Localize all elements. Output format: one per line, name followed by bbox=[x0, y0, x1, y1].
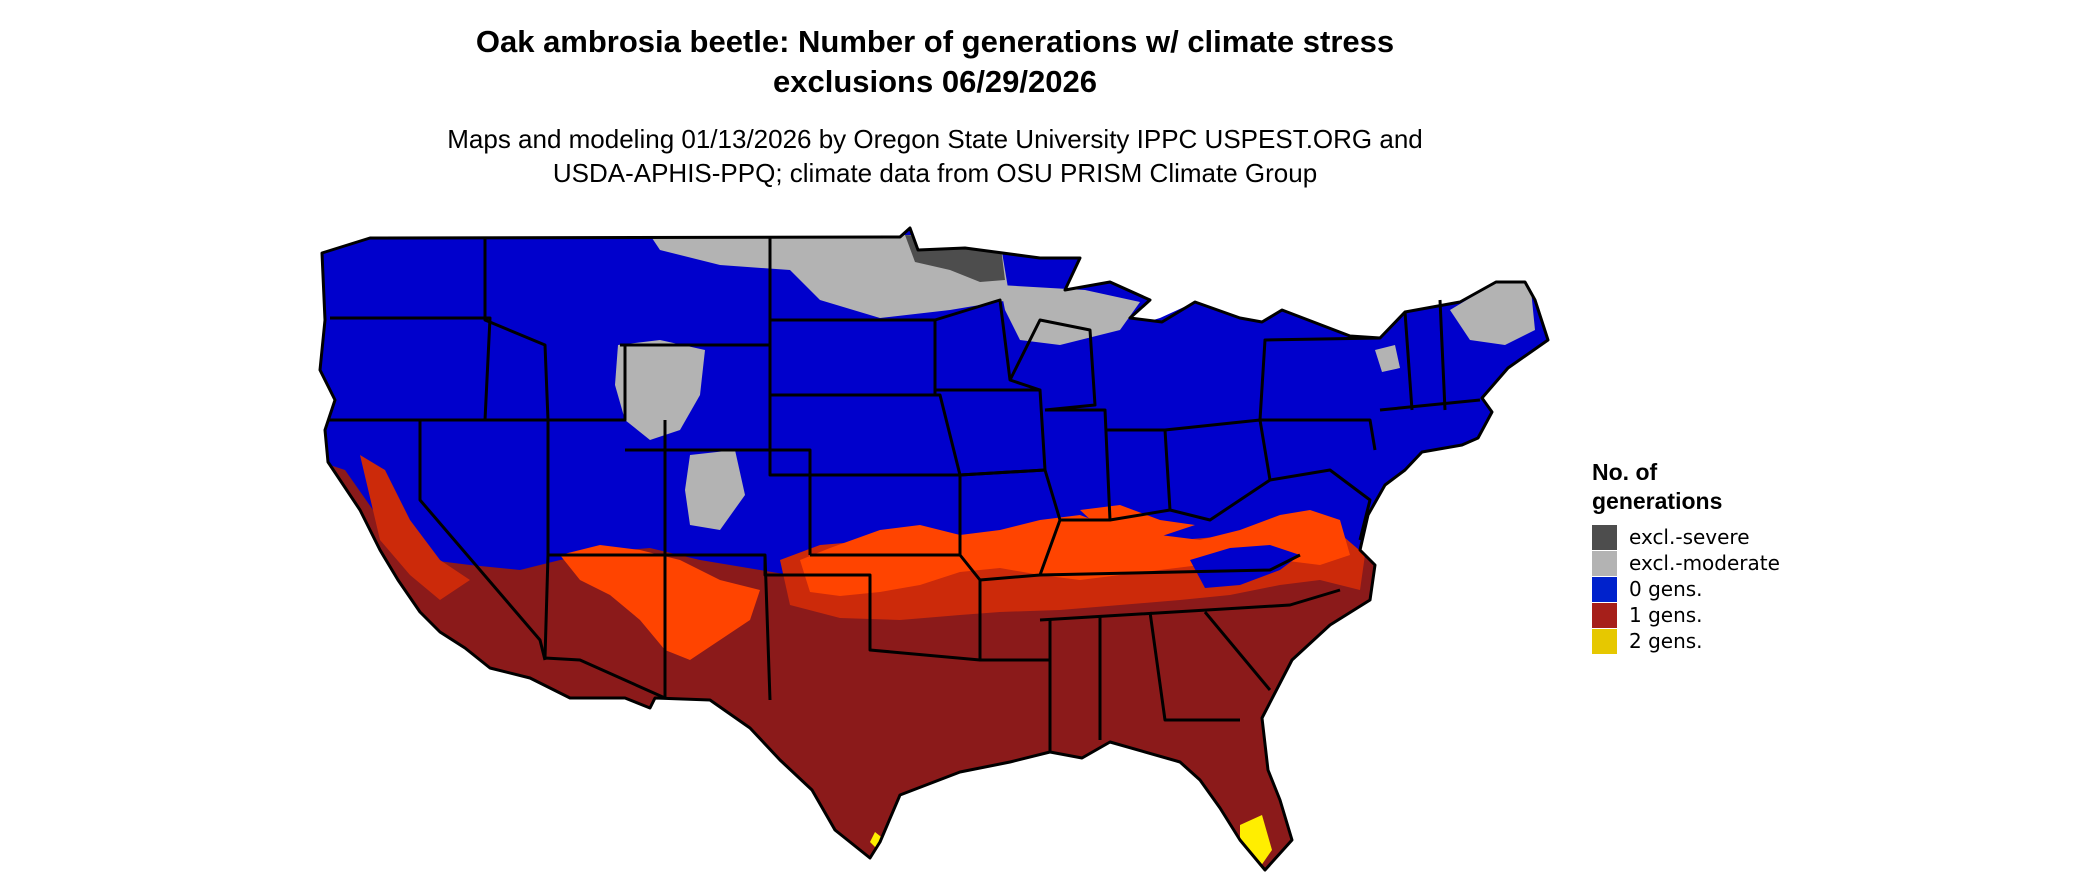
lake-michigan-peninsula bbox=[1120, 302, 1225, 430]
zone-0-gens-appalachia bbox=[1190, 545, 1300, 588]
border-tn-south bbox=[1039, 588, 1341, 622]
border-il bbox=[1045, 408, 1112, 522]
legend-swatch-1-gens bbox=[1592, 602, 1617, 628]
legend-label-excl-severe: excl.-severe bbox=[1629, 525, 1750, 549]
map-subtitle: Maps and modeling 01/13/2026 by Oregon S… bbox=[0, 122, 1870, 190]
us-outline bbox=[318, 226, 1550, 872]
legend-item-2-gens: 2 gens. bbox=[1592, 628, 1780, 654]
border-wa-or bbox=[330, 316, 492, 421]
state-borders bbox=[318, 226, 1550, 872]
border-pa-ny bbox=[1258, 336, 1381, 421]
zone-excl-moderate-wyoming bbox=[615, 340, 705, 440]
border-mn bbox=[934, 298, 1041, 392]
zone-2-gens-tx-tip bbox=[870, 832, 885, 850]
subtitle-line-2: USDA-APHIS-PPQ; climate data from OSU PR… bbox=[552, 158, 1318, 188]
border-in bbox=[1105, 428, 1172, 522]
border-ga-sc bbox=[1203, 611, 1272, 691]
border-wi bbox=[1008, 318, 1097, 412]
subtitle-line-1: Maps and modeling 01/13/2026 by Oregon S… bbox=[447, 124, 1423, 154]
legend-item-excl-severe: excl.-severe bbox=[1592, 524, 1780, 550]
border-ok-tx bbox=[763, 555, 981, 662]
us-generations-map bbox=[318, 226, 1550, 872]
border-co bbox=[665, 448, 812, 555]
title-line-1: Oak ambrosia beetle: Number of generatio… bbox=[475, 24, 1395, 59]
legend-title: No. of generations bbox=[1592, 458, 1780, 516]
border-nh-me bbox=[1438, 299, 1447, 411]
border-ca-nv bbox=[418, 420, 547, 661]
border-mt-nd-sd-ne bbox=[768, 238, 960, 477]
legend-label-2-gens: 2 gens. bbox=[1629, 629, 1703, 653]
border-id-mt bbox=[483, 238, 550, 421]
border-or-ca-nv-id bbox=[328, 345, 627, 422]
legend-item-1-gens: 1 gens. bbox=[1592, 602, 1780, 628]
legend-label-excl-moderate: excl.-moderate bbox=[1629, 551, 1780, 575]
legend-title-line-2: generations bbox=[1592, 488, 1723, 514]
border-ma bbox=[1379, 398, 1481, 412]
border-al-ga bbox=[1148, 611, 1240, 722]
zone-excl-moderate-colorado bbox=[685, 450, 745, 530]
legend-item-0-gens: 0 gens. bbox=[1592, 576, 1780, 602]
zone-transition-californian bbox=[360, 455, 470, 600]
zone-excl-moderate-maine bbox=[1450, 280, 1535, 345]
zone-excl-moderate-adirondacks bbox=[1375, 345, 1400, 372]
legend-swatch-2-gens bbox=[1592, 628, 1617, 654]
legend-title-line-1: No. of bbox=[1592, 459, 1658, 485]
zone-transition-southwest bbox=[560, 545, 760, 660]
map-title: Oak ambrosia beetle: Number of generatio… bbox=[0, 22, 1870, 102]
border-vt-nh bbox=[1403, 311, 1414, 411]
title-line-2: exclusions 06/29/2026 bbox=[772, 64, 1097, 99]
legend-label-0-gens: 0 gens. bbox=[1629, 577, 1703, 601]
legend-label-1-gens: 1 gens. bbox=[1629, 603, 1703, 627]
legend-swatch-excl-moderate bbox=[1592, 550, 1617, 576]
border-ut bbox=[546, 420, 667, 557]
legend-swatch-0-gens bbox=[1592, 576, 1617, 602]
border-wv-va bbox=[1269, 468, 1372, 541]
legend-swatch-excl-severe bbox=[1592, 524, 1617, 550]
map-legend: No. of generations excl.-severe excl.-mo… bbox=[1592, 458, 1780, 654]
legend-item-excl-moderate: excl.-moderate bbox=[1592, 550, 1780, 576]
border-az bbox=[543, 554, 667, 700]
zone-2-gens-keys bbox=[1228, 868, 1250, 870]
border-sd-ne bbox=[770, 393, 962, 476]
border-tn-north bbox=[1039, 553, 1301, 577]
zone-transition-orange bbox=[800, 510, 1350, 596]
border-pa-md bbox=[1260, 418, 1377, 451]
legend-items: excl.-severe excl.-moderate 0 gens. 1 ge… bbox=[1592, 524, 1780, 654]
